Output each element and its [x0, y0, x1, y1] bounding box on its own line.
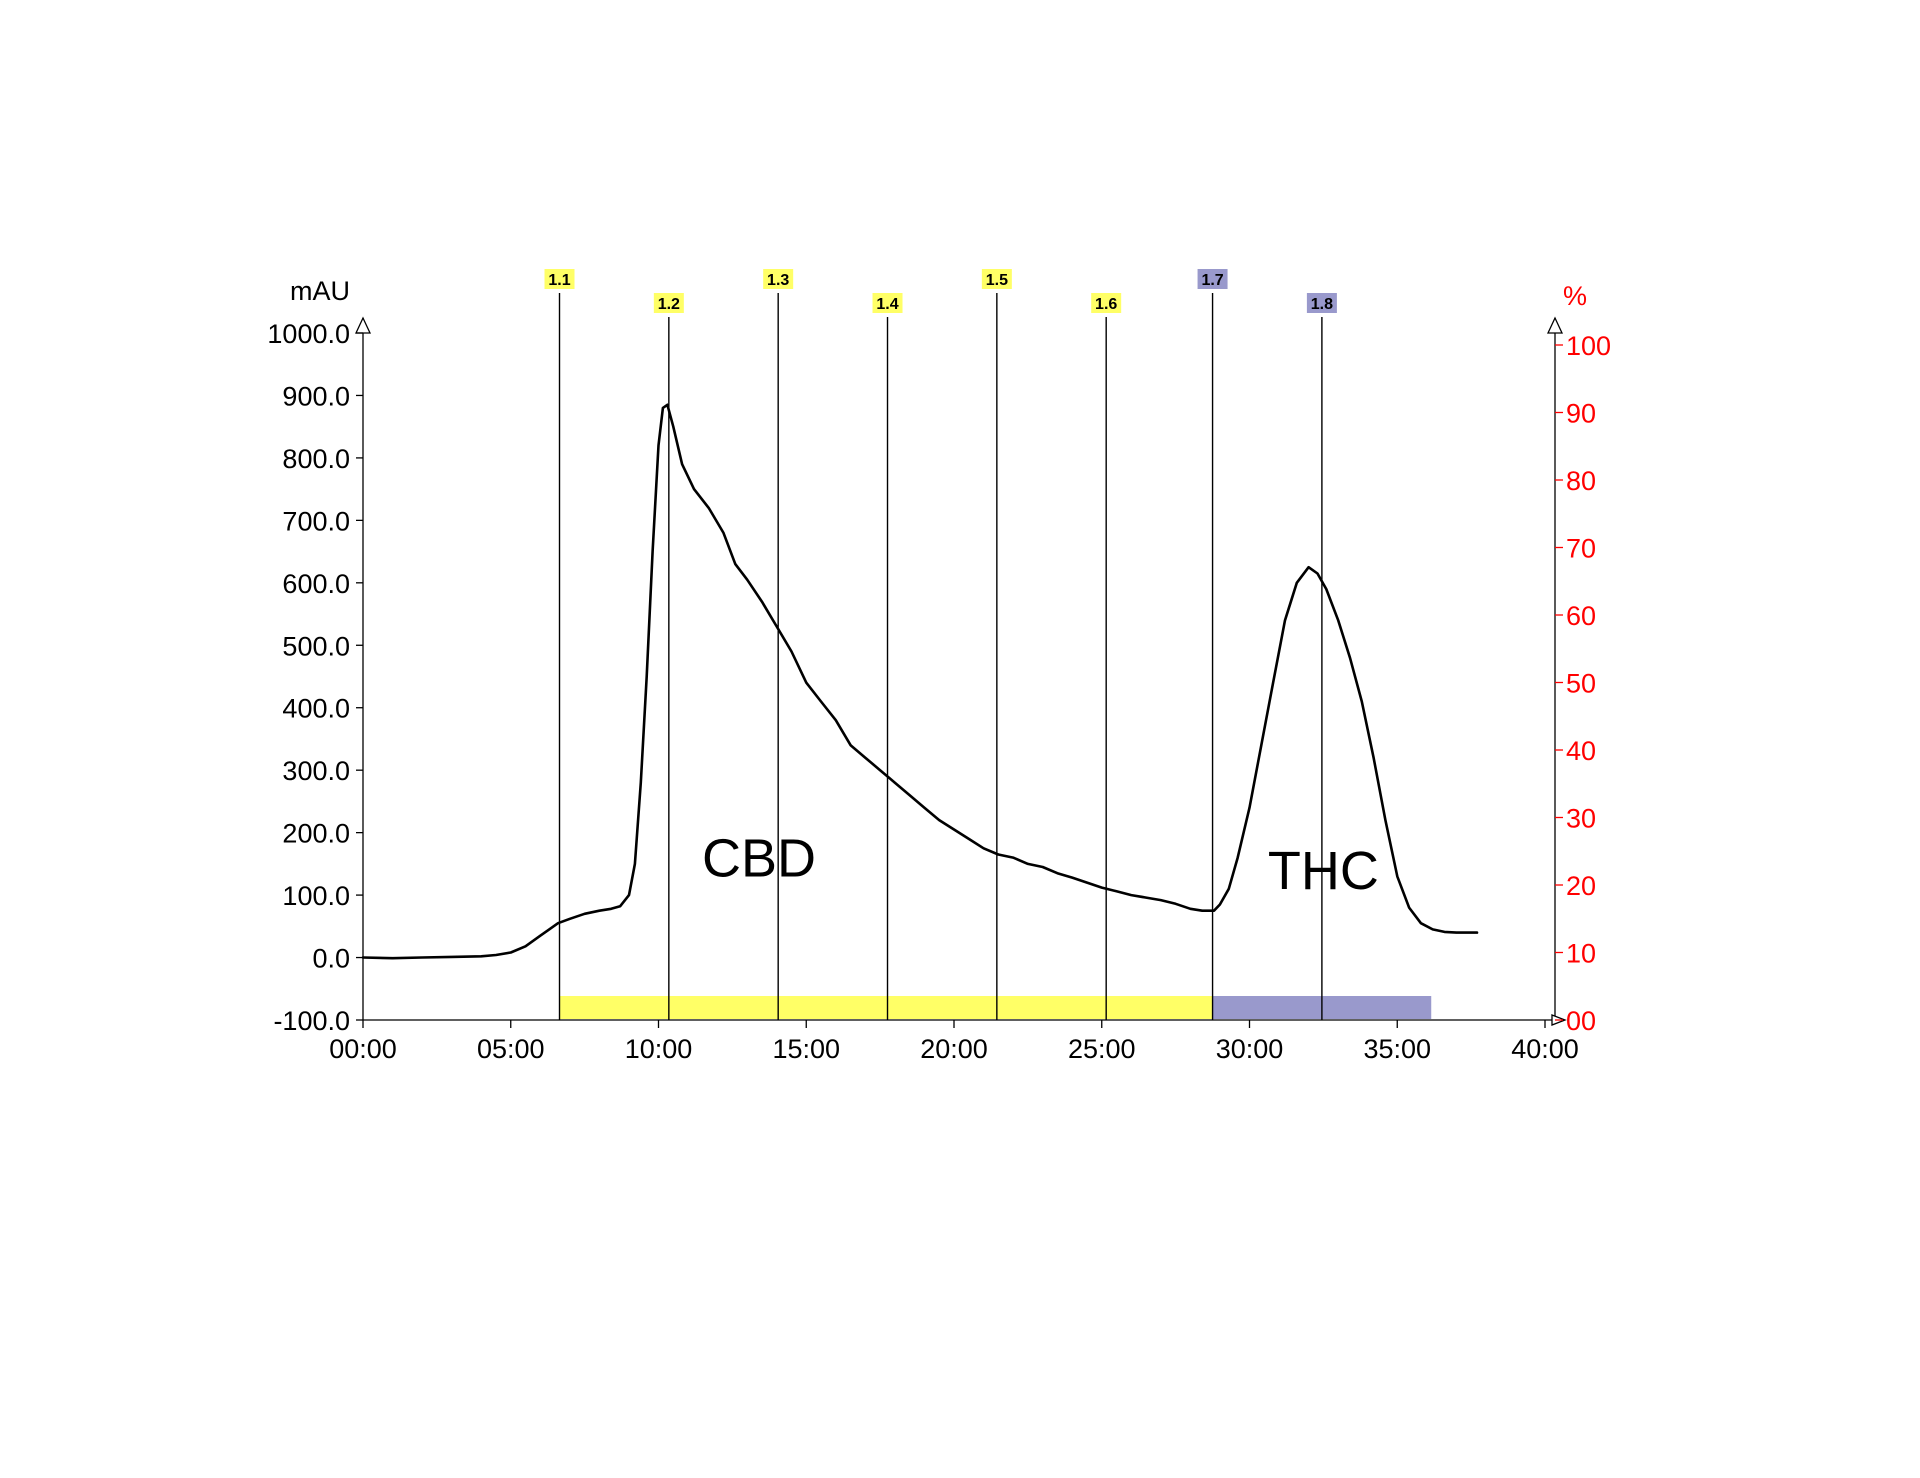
- y-tick-label: 900.0: [282, 381, 350, 411]
- fraction-marker-label: 1.3: [767, 272, 789, 289]
- right-axis-arrow-icon: [1546, 316, 1564, 334]
- fraction-marker-label: 1.6: [1095, 296, 1117, 313]
- fraction-marker-badge: [763, 269, 794, 289]
- collection-band-1: [559, 996, 1213, 1019]
- fraction-marker-label: 1.8: [1311, 296, 1333, 313]
- peak-label: THC: [1268, 841, 1379, 901]
- collection-bands: [559, 996, 1432, 1019]
- x-tick-label: 30:00: [1216, 1034, 1284, 1064]
- y-tick-label: 700.0: [282, 506, 350, 536]
- x-tick-label: 10:00: [625, 1034, 693, 1064]
- y2-tick-label: 50: [1566, 669, 1596, 699]
- y2-tick-label: 80: [1566, 466, 1596, 496]
- y2-tick-label: 00: [1566, 1006, 1596, 1036]
- fraction-marker-badge: [653, 293, 684, 313]
- x-tick-label: 20:00: [920, 1034, 988, 1064]
- y-tick-label: 600.0: [282, 569, 350, 599]
- y2-axis-unit-label: %: [1563, 281, 1587, 311]
- left-axis-arrow-icon: [354, 316, 372, 334]
- y-tick-label: 400.0: [282, 694, 350, 724]
- fraction-marker-label: 1.5: [986, 272, 1008, 289]
- x-tick-label: 05:00: [477, 1034, 545, 1064]
- x-tick-label: 15:00: [772, 1034, 840, 1064]
- y-tick-label: 500.0: [282, 631, 350, 661]
- fraction-marker-label: 1.1: [548, 272, 570, 289]
- axes: [354, 316, 1567, 1026]
- fraction-marker-badge: [1306, 293, 1337, 313]
- fraction-marker-badge: [1197, 269, 1228, 289]
- fraction-marker-badge: [544, 269, 575, 289]
- x-ticks: 00:00 05:00 10:00 15:00 20:00 25:00 30:00 35:00…: [329, 1020, 1579, 1064]
- y-tick-label: 300.0: [282, 756, 350, 786]
- y-tick-label: 200.0: [282, 819, 350, 849]
- y-tick-label: 100.0: [282, 881, 350, 911]
- y2-tick-label: 90: [1566, 399, 1596, 429]
- y-tick-label: 800.0: [282, 444, 350, 474]
- x-tick-label: 35:00: [1363, 1034, 1431, 1064]
- y-tick-label: 0.0: [312, 944, 350, 974]
- x-tick-label: 00:00: [329, 1034, 397, 1064]
- fraction-marker-label: 1.2: [658, 296, 680, 313]
- peak-annotations: CBD THC: [702, 828, 1379, 900]
- y-axis-unit-label: mAU: [290, 276, 350, 306]
- fraction-marker-badge: [872, 293, 903, 313]
- y-tick-label: 1000.0: [267, 319, 350, 349]
- fraction-markers: 1.1 1.2 1.3 1.4 1.5 1.6 1.7 1.8: [544, 269, 1337, 1020]
- fraction-marker-badge: [981, 269, 1012, 289]
- y2-tick-label: 30: [1566, 804, 1596, 834]
- uv-trace-line: [361, 403, 1479, 960]
- y2-tick-label: 70: [1566, 534, 1596, 564]
- x-tick-label: 25:00: [1068, 1034, 1136, 1064]
- fraction-marker-badge: [1091, 293, 1122, 313]
- fraction-marker-label: 1.4: [876, 296, 898, 313]
- peak-label: CBD: [702, 828, 816, 888]
- y2-tick-label: 100: [1566, 331, 1611, 361]
- y2-tick-label: 20: [1566, 871, 1596, 901]
- y2-tick-label: 60: [1566, 601, 1596, 631]
- right-y-ticks: 100 90 80 70 60 50 40 30 20 10 00: [1555, 331, 1611, 1036]
- y-tick-label: -100.0: [273, 1006, 350, 1036]
- y2-tick-label: 10: [1566, 939, 1596, 969]
- x-tick-label: 40:00: [1511, 1034, 1579, 1064]
- y2-tick-label: 40: [1566, 736, 1596, 766]
- left-y-ticks: 1000.0 900.0 800.0 700.0 600.0 500.0 400.0 300.…: [267, 319, 363, 1036]
- fraction-marker-label: 1.7: [1201, 272, 1223, 289]
